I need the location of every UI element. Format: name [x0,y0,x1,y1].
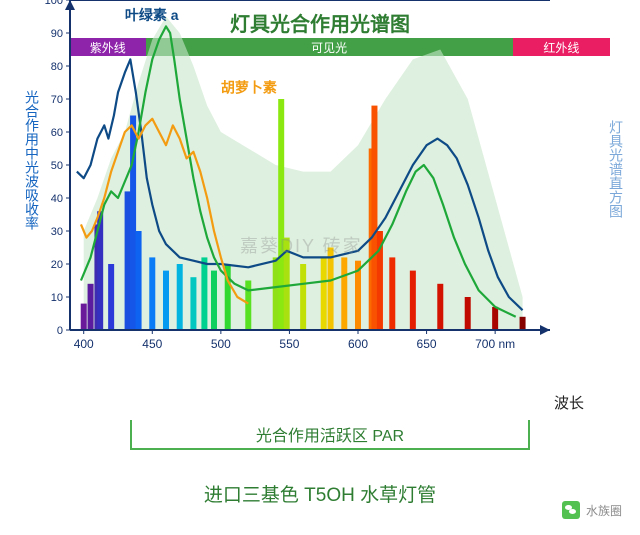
spectrum-bar [389,257,395,330]
y-tick-label: 90 [51,28,63,40]
y-tick-label: 60 [51,127,63,139]
spectrum-bar [328,248,334,331]
spectrum-bar [341,257,347,330]
series-label-carotene: 胡萝卜素 [221,79,277,95]
bottom-caption: 进口三基色 T5OH 水草灯管 [0,480,640,507]
y-tick-label: 40 [51,193,63,205]
y-axis-label-right: 灯具光谱直方图 [606,120,626,218]
spectrum-bar [278,99,284,330]
y-tick-label: 10 [51,292,63,304]
y-axis-arrow [65,0,75,10]
spectrum-bar [108,264,114,330]
y-tick-label: 100 [45,0,63,7]
spectrum-bar [88,284,94,330]
spectrum-bar [321,257,327,330]
spectrum-bar [520,317,526,330]
spectrum-bar [201,257,207,330]
watermark-bottom-text: 水族圈 [586,502,622,519]
x-tick-label: 550 [279,337,299,351]
spectrum-bar [190,277,196,330]
chart-container: 灯具光合作用光谱图 紫外线可见光红外线 光合作用中光波吸收率 灯具光谱直方图 波… [0,0,640,535]
spectrum-bar [163,271,169,330]
spectrum-bar [136,231,142,330]
x-tick-label: 450 [142,337,162,351]
spectrum-chart: 0 10 20 30 40 50 60 70 80 90 100 400 450 500 550 600 650… [30,0,570,370]
spectrum-bar [125,191,131,330]
spectrum-bar [211,271,217,330]
par-region-text: 光合作用活跃区 PAR [256,422,404,446]
y-tick-label: 50 [51,160,63,172]
spectrum-bar [300,264,306,330]
bottom-caption-text: 进口三基色 T5OH 水草灯管 [204,485,436,506]
y-tick-label: 30 [51,226,63,238]
x-tick-label: 650 [417,337,437,351]
x-axis-label: 波长 [554,392,584,413]
spectrum-bar [149,257,155,330]
spectrum-bar [273,257,279,330]
y-tick-label: 70 [51,94,63,106]
x-tick-label: 600 [348,337,368,351]
spectrum-bar [245,281,251,331]
x-tick-label: 700 nm [475,337,515,351]
watermark-center: 嘉葵DIY 砖家 [240,232,363,258]
wechat-icon [562,501,580,519]
spectrum-bar [410,271,416,330]
spectrum-bar [81,304,87,330]
par-region-label: 光合作用活跃区 PAR [130,420,530,450]
y-tick-label: 20 [51,259,63,271]
spectrum-bar [177,264,183,330]
spectrum-bar [371,106,377,330]
x-tick-label: 500 [211,337,231,351]
x-axis-arrow [540,325,550,335]
y-tick-label: 80 [51,61,63,73]
series-label-chl_a: 叶绿素 a [125,7,179,23]
spectrum-bar [465,297,471,330]
x-tick-label: 400 [74,337,94,351]
y-tick-label: 0 [57,325,63,337]
watermark-bottom: 水族圈 [562,501,622,519]
spectrum-bar [437,284,443,330]
spectrum-bar [492,307,498,330]
